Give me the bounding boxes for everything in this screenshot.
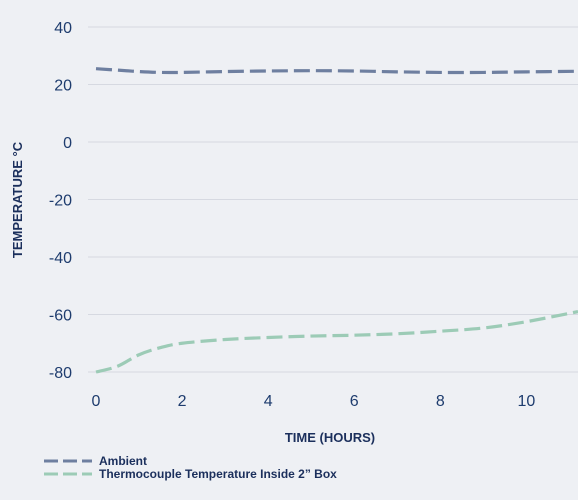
x-tick-label: 6 (350, 393, 359, 410)
y-tick-label: -20 (49, 193, 72, 210)
series-lines (95, 67, 578, 374)
y-tick-labels: 40 20 0 -20 -40 -60 -80 (49, 20, 72, 382)
x-tick-label: 10 (517, 393, 535, 410)
x-tick-label: 2 (178, 393, 187, 410)
y-axis-title: TEMPERATURE °C (10, 141, 25, 258)
x-tick-label: 0 (92, 393, 101, 410)
y-tick-label: -40 (49, 250, 72, 267)
y-tick-label: -60 (49, 308, 72, 325)
x-tick-label: 8 (436, 393, 445, 410)
gridlines (88, 26, 578, 373)
y-tick-label: 0 (63, 135, 72, 152)
series-line-1 (95, 310, 578, 374)
legend-label: Ambient (99, 454, 147, 468)
x-tick-labels: 0 2 4 6 8 10 (92, 393, 536, 410)
legend-label: Thermocouple Temperature Inside 2” Box (99, 467, 337, 481)
y-tick-label: 40 (54, 20, 72, 37)
y-tick-label: -80 (49, 365, 72, 382)
x-axis-title: TIME (HOURS) (285, 430, 375, 445)
y-tick-label: 20 (54, 78, 72, 95)
x-tick-label: 4 (264, 393, 273, 410)
series-line-0 (95, 67, 578, 75)
